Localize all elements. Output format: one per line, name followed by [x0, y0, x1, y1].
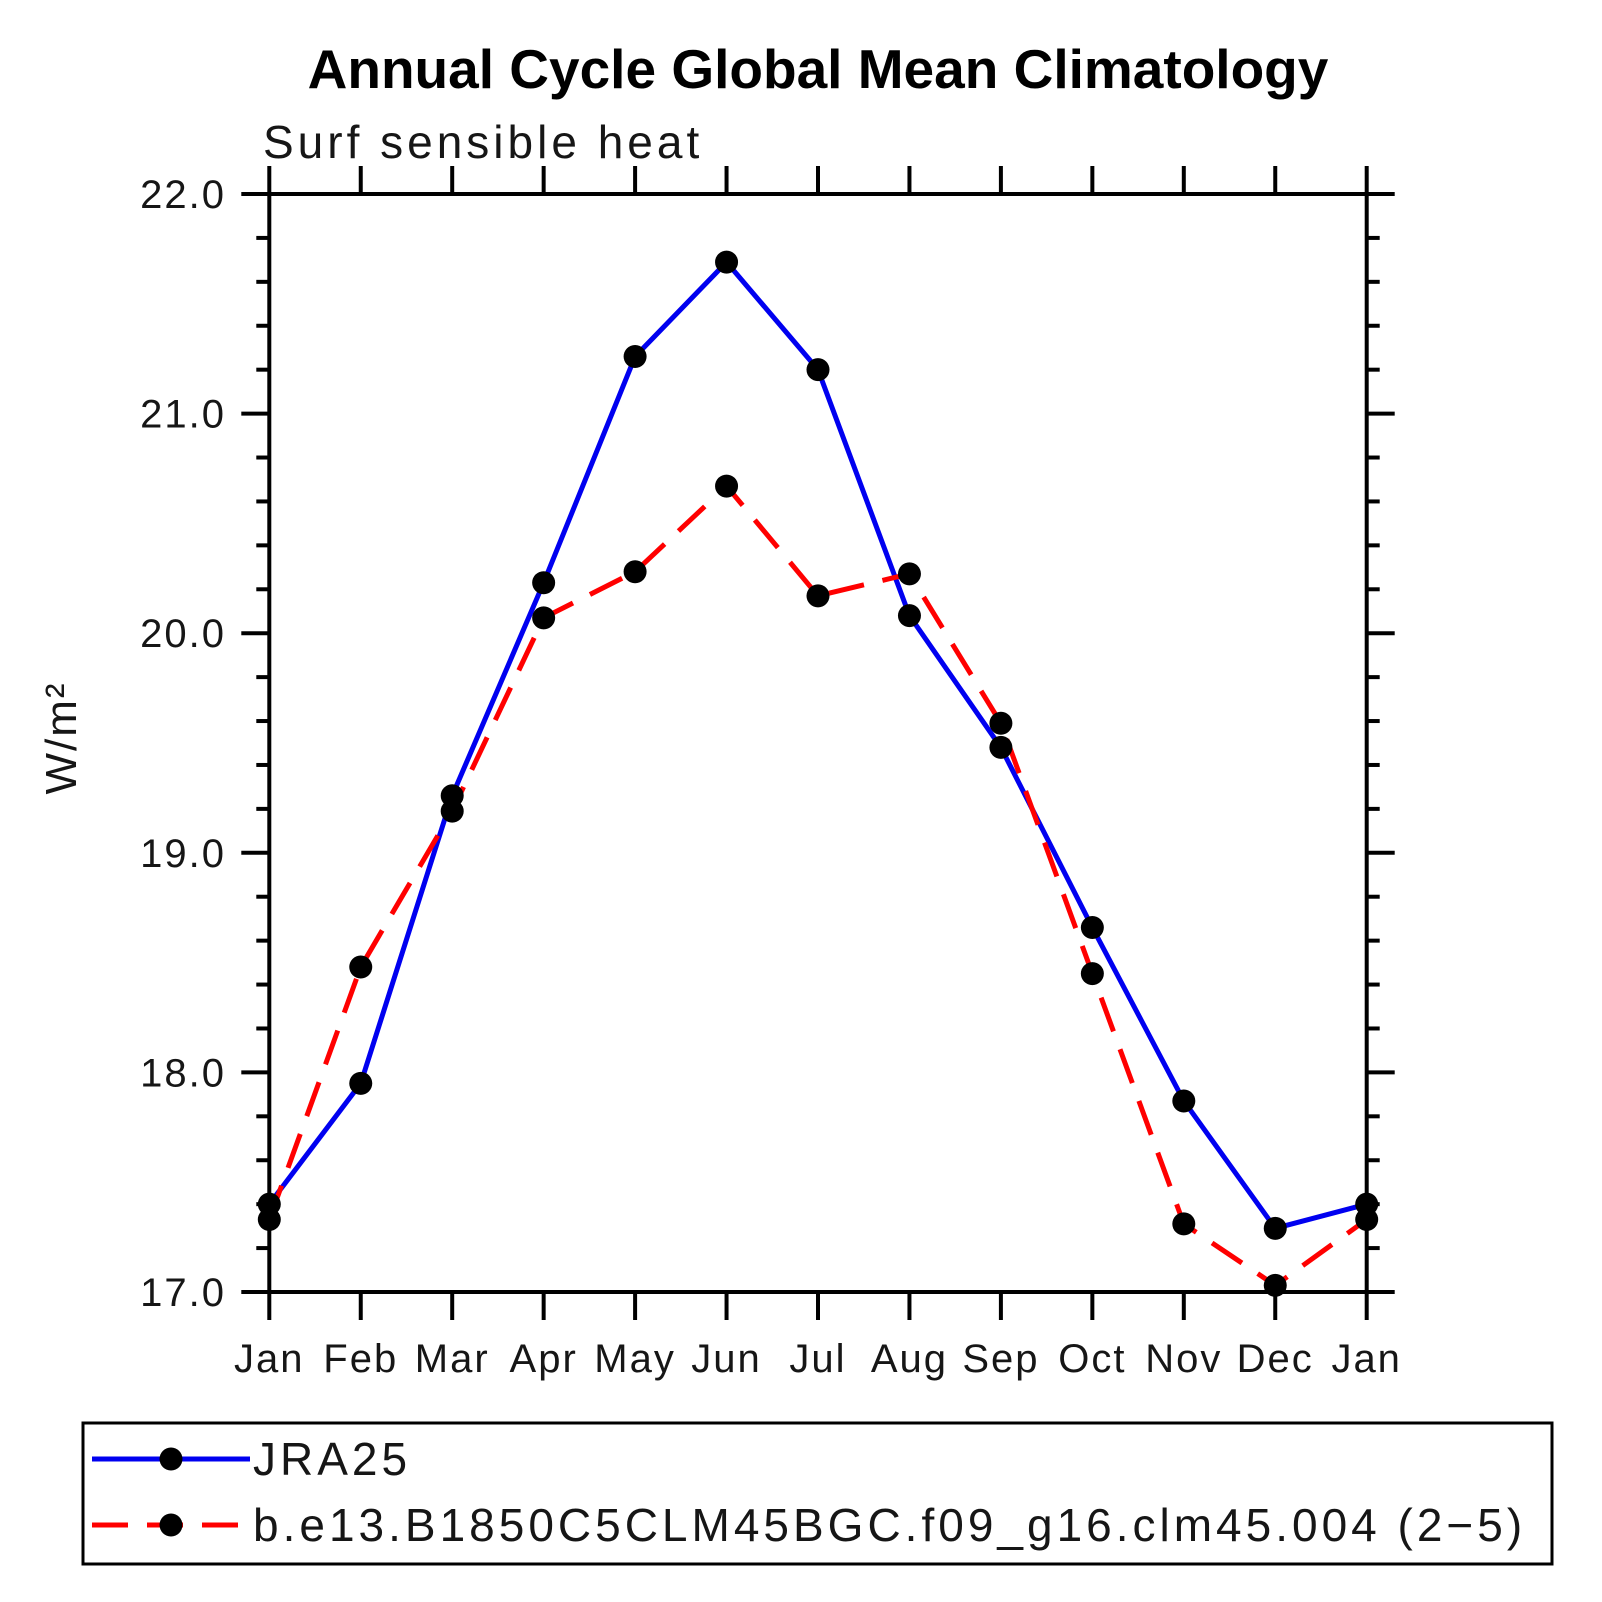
x-tick-label: Mar	[415, 1337, 490, 1381]
data-point-series1-Mar	[440, 799, 464, 823]
data-point-series1-Apr	[532, 606, 556, 630]
data-point-series1-Nov	[1172, 1212, 1196, 1236]
x-tick-label: Jan	[234, 1337, 305, 1381]
y-tick-label: 18.0	[140, 1051, 226, 1095]
legend-label-jra25: JRA25	[253, 1433, 411, 1485]
data-point-series0-Dec	[1263, 1216, 1287, 1240]
data-point-series0-May	[623, 345, 647, 369]
data-point-series0-Sep	[989, 735, 1013, 759]
legend-marker-model-run	[159, 1513, 183, 1537]
data-point-series0-Nov	[1172, 1089, 1196, 1113]
x-tick-label: Feb	[323, 1337, 398, 1381]
data-point-series0-Feb	[349, 1071, 373, 1095]
x-tick-label: Jul	[789, 1337, 846, 1381]
plot-area	[257, 250, 1379, 1297]
x-tick-label: Oct	[1058, 1337, 1126, 1381]
x-tick-label: Jan	[1331, 1337, 1402, 1381]
data-point-series1-May	[623, 560, 647, 584]
data-point-series1-Oct	[1080, 962, 1104, 986]
data-point-series0-Jun	[715, 250, 739, 274]
data-point-series0-Aug	[897, 604, 921, 628]
data-point-series0-Oct	[1080, 915, 1104, 939]
data-point-series1-Aug	[897, 562, 921, 586]
x-tick-label: May	[594, 1337, 676, 1381]
y-tick-label: 20.0	[140, 612, 226, 656]
data-point-series0-Apr	[532, 571, 556, 595]
y-tick-label: 21.0	[140, 393, 226, 437]
data-point-series1-Jan	[257, 1208, 281, 1232]
data-point-series1-Dec	[1263, 1273, 1287, 1297]
legend-box	[81, 1421, 1554, 1566]
series-line-0	[267, 259, 1368, 1231]
data-point-series1-Sep	[989, 711, 1013, 735]
x-tick-label: Apr	[510, 1337, 578, 1381]
x-tick-label: Dec	[1237, 1337, 1314, 1381]
chart-subtitle: Surf sensible heat	[263, 116, 703, 168]
data-point-series1-Jun	[715, 474, 739, 498]
legend-label-model-run: b.e13.B1850C5CLM45BGC.f09_g16.clm45.004 …	[253, 1499, 1526, 1551]
data-point-series1-Jan	[1355, 1208, 1379, 1232]
chart-title: Annual Cycle Global Mean Climatology	[308, 38, 1329, 100]
x-tick-label: Aug	[871, 1337, 948, 1381]
x-tick-label: Jun	[691, 1337, 762, 1381]
x-tick-label: Nov	[1145, 1337, 1222, 1381]
data-point-series0-Jul	[806, 358, 830, 382]
axes: Jan Feb Mar Apr May Jun Jul Aug Sep Oct Nov Dec Jan1…	[140, 166, 1402, 1381]
data-point-series1-Feb	[349, 955, 373, 979]
legend: JRA25 b.e13.B1850C5CLM45BGC.f09_g16.clm4…	[81, 1421, 1554, 1566]
y-tick-label: 17.0	[140, 1271, 226, 1315]
legend-marker-jra25	[159, 1447, 183, 1471]
y-tick-label: 19.0	[140, 832, 226, 876]
x-tick-label: Sep	[962, 1337, 1039, 1381]
y-axis-label: W/m²	[37, 681, 86, 794]
y-tick-label: 22.0	[140, 173, 226, 217]
data-point-series1-Jul	[806, 584, 830, 608]
